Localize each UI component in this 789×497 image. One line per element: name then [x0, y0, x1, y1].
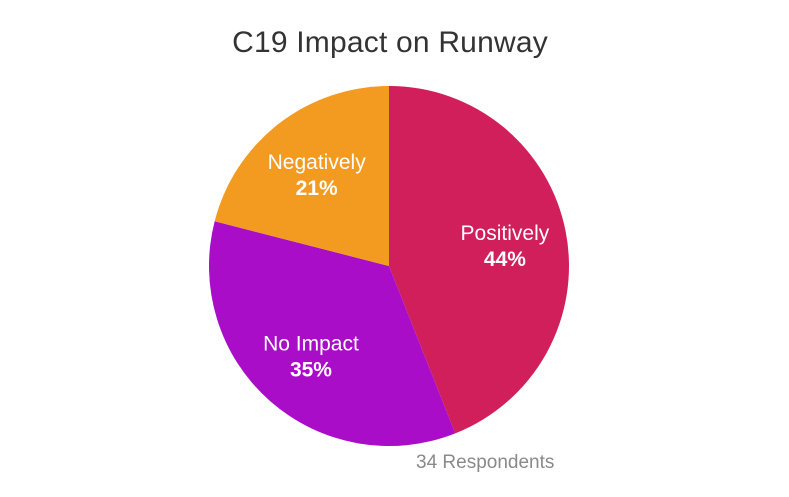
slice-label-value: 44%	[484, 248, 526, 271]
pie-slice-negatively	[214, 86, 389, 266]
pie-labels: Positively 44% No Impact 35% Negatively 21%	[263, 151, 550, 382]
slice-label-value: 35%	[290, 359, 332, 382]
respondents-note: 34 Respondents	[416, 452, 555, 473]
slice-label-name: Negatively	[268, 151, 367, 174]
chart-title: C19 Impact on Runway	[232, 26, 548, 59]
pie-slices	[209, 86, 570, 447]
pie-slice-positively	[389, 86, 570, 434]
slice-label-name: Positively	[461, 222, 550, 245]
pie-slice-no-impact	[209, 221, 456, 447]
slice-label-name: No Impact	[263, 333, 359, 356]
slice-label-value: 21%	[296, 177, 338, 200]
